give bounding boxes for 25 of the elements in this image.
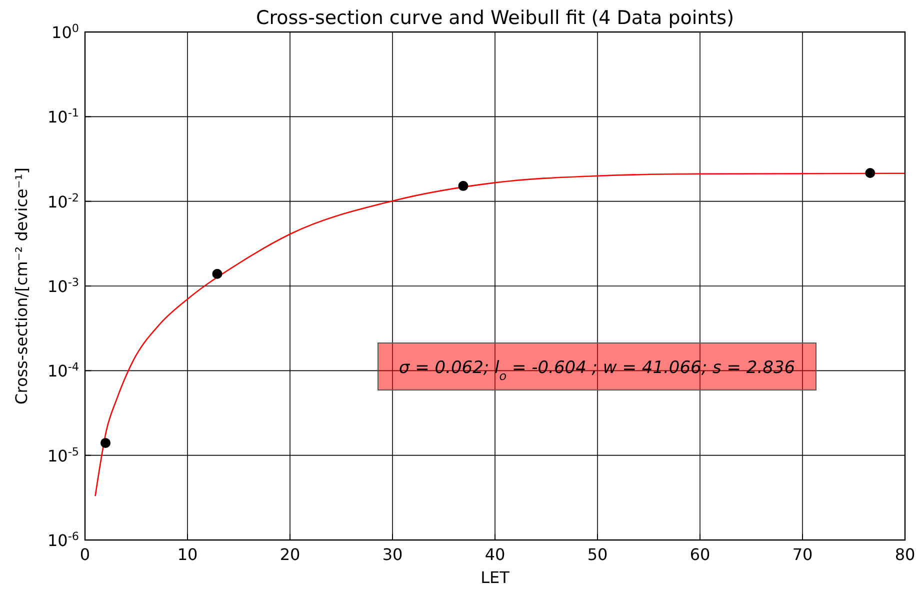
y-tick-label: 10$^{-4}$ <box>47 360 79 381</box>
y-tick-label: 10$^{-3}$ <box>47 276 79 296</box>
line-series <box>94 172 906 497</box>
x-tick-label: 70 <box>792 545 813 564</box>
y-tick-label: 10$^{0}$ <box>52 22 79 42</box>
point <box>458 180 468 191</box>
x-tick-label: 30 <box>382 545 403 564</box>
point <box>212 268 222 279</box>
x-tick-label: 60 <box>690 545 710 564</box>
y-tick-label: 10$^{-1}$ <box>47 106 79 127</box>
y-tick-label: 10$^{-5}$ <box>47 444 79 466</box>
point <box>100 438 110 448</box>
x-tick-label: 20 <box>280 545 300 564</box>
x-tick-label: 10 <box>177 545 198 564</box>
chart-title: Cross-section curve and Weibull fit (4 Data points) <box>256 7 734 29</box>
x-tick-label: 50 <box>587 545 608 564</box>
x-tick-label: 80 <box>894 545 916 564</box>
x-tick-label: 40 <box>484 545 506 564</box>
y-axis-title: Cross-section/[cm⁻² device⁻¹] <box>12 168 31 404</box>
annotation: σ = 0.062; l$_{o}$ = -0.604 ; w = 41.066; s = 2.836 <box>398 358 796 383</box>
x-axis-title: LET <box>480 568 510 587</box>
x-tick-label: 0 <box>80 545 90 564</box>
point <box>865 168 876 178</box>
y-tick-label: 10$^{-2}$ <box>47 190 79 212</box>
y-tick-label: 10$^{-6}$ <box>47 530 79 550</box>
